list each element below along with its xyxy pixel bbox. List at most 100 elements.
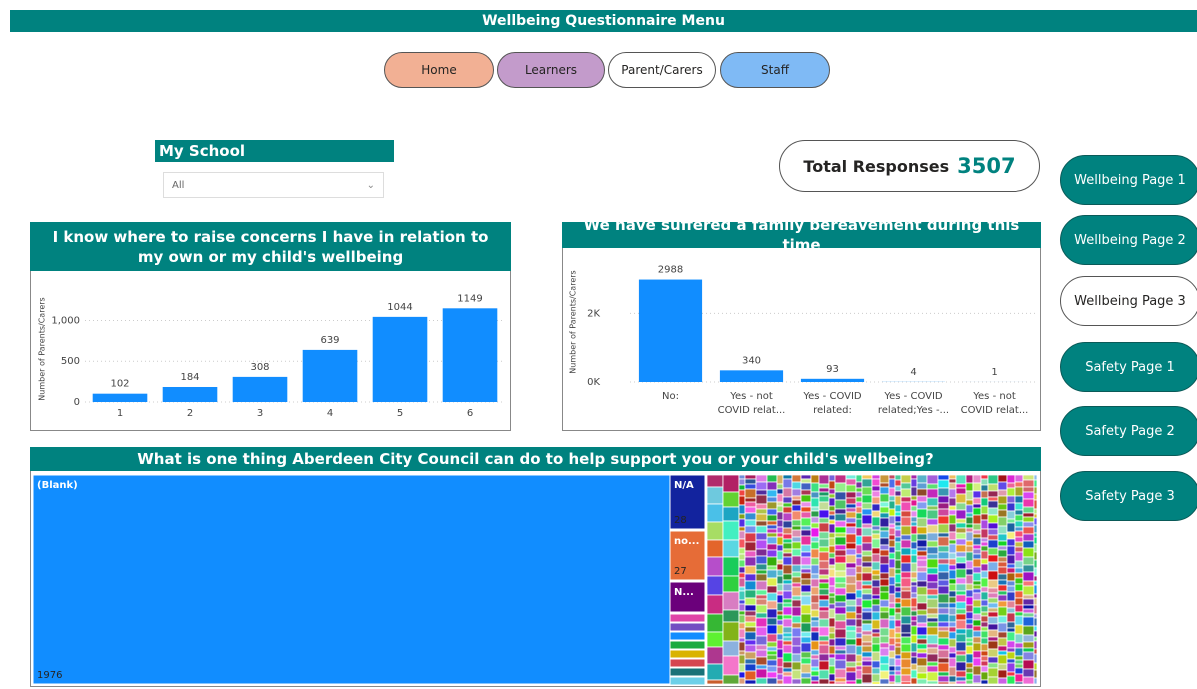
treemap-tile-other	[926, 474, 939, 485]
treemap-tile-other	[894, 479, 902, 487]
treemap-tile-other	[1022, 580, 1035, 587]
treemap-tile-other	[1014, 624, 1024, 635]
treemap-tile-other	[937, 495, 950, 504]
nav-button[interactable]: Parent/Carers	[608, 52, 716, 88]
treemap-tile-other	[776, 639, 784, 650]
treemap-tile-other	[766, 650, 778, 656]
treemap-tile-other	[997, 663, 1008, 671]
side-button[interactable]: Safety Page 2	[1060, 406, 1197, 456]
treemap-tile-other	[810, 626, 820, 633]
treemap-tile-other	[1006, 502, 1016, 512]
treemap-tile-other	[828, 480, 836, 490]
treemap-tile-other	[791, 586, 802, 597]
treemap-tile-other	[871, 474, 881, 480]
treemap-tile-other	[669, 631, 706, 641]
treemap-tile-other	[776, 648, 784, 659]
treemap-tile-other	[894, 573, 902, 584]
treemap-tile-other	[955, 538, 967, 546]
treemap-tile-other	[766, 508, 778, 516]
side-button[interactable]: Wellbeing Page 3	[1060, 276, 1197, 326]
nav-button[interactable]: Staff	[720, 52, 830, 88]
slicer-dropdown[interactable]: All ⌄	[163, 172, 384, 198]
treemap-tile-other	[845, 474, 857, 480]
treemap-tile-other	[1014, 551, 1024, 562]
treemap-tile-other	[965, 474, 974, 484]
treemap-tile-other	[926, 505, 939, 511]
treemap-tile-other	[910, 656, 918, 665]
treemap-tile-other	[997, 677, 1008, 685]
y-tick-label: 0	[74, 397, 80, 408]
treemap-tile-other	[755, 532, 768, 541]
treemap-tile-other	[738, 610, 746, 616]
treemap-tile-other	[900, 623, 912, 634]
treemap-tile-other	[744, 497, 757, 503]
side-button[interactable]: Safety Page 3	[1060, 471, 1197, 521]
treemap-tile-other	[926, 665, 939, 673]
treemap-tile-other	[1014, 590, 1024, 599]
treemap-tile-other	[834, 620, 847, 630]
treemap-tile-other	[861, 584, 873, 590]
treemap-tile-other	[926, 488, 939, 499]
treemap-tile-other	[1014, 667, 1024, 675]
treemap-tile-other	[926, 634, 939, 645]
treemap-tile	[669, 581, 706, 613]
treemap-tile-other	[744, 670, 757, 681]
treemap-tile-other	[879, 606, 890, 613]
treemap-tile-other	[937, 558, 950, 565]
treemap-tile-other	[871, 478, 881, 487]
treemap-tile-other	[955, 483, 967, 489]
treemap-tile-other	[980, 558, 989, 565]
treemap-tile-other	[791, 481, 802, 490]
side-button[interactable]: Wellbeing Page 1	[1060, 155, 1197, 205]
treemap-tile-other	[972, 548, 982, 555]
treemap-tile-other	[972, 636, 982, 644]
treemap-tile-other	[955, 628, 967, 635]
treemap-tile-other	[1022, 659, 1035, 670]
treemap-tile-other	[926, 617, 939, 623]
treemap-tile-other	[926, 588, 939, 596]
treemap-tile-other	[916, 501, 928, 510]
treemap-tile-other	[871, 503, 881, 512]
treemap-tile-other	[894, 646, 902, 656]
treemap-tile-other	[1006, 487, 1016, 497]
treemap-tile-other	[861, 508, 873, 516]
treemap-tile-other	[910, 669, 918, 679]
nav-button[interactable]: Learners	[497, 52, 605, 88]
treemap-tile-other	[722, 575, 740, 593]
treemap-tile-other	[910, 606, 918, 612]
side-button[interactable]: Safety Page 1	[1060, 342, 1197, 392]
treemap-tile-other	[965, 611, 974, 620]
treemap-tile-other	[879, 647, 890, 657]
treemap-tile-other	[810, 578, 820, 588]
treemap-tile-other	[1006, 651, 1016, 660]
treemap-tile-other	[861, 634, 873, 643]
treemap-tile-other	[744, 597, 757, 606]
treemap-tile-other	[937, 593, 950, 604]
treemap-tile-other	[910, 597, 918, 608]
treemap-tile-other	[744, 651, 757, 660]
treemap-tile-other	[894, 511, 902, 517]
treemap-tile-other	[980, 626, 989, 632]
treemap-tile-other	[791, 499, 802, 506]
treemap-tile-other	[948, 578, 957, 585]
treemap-tile-other	[980, 679, 989, 685]
treemap-tile-other	[972, 588, 982, 594]
side-button[interactable]: Wellbeing Page 2	[1060, 215, 1197, 265]
treemap-tile-other	[861, 630, 873, 636]
treemap-tile-other	[755, 598, 768, 606]
treemap-tile-other	[791, 595, 802, 601]
treemap-tile-other	[845, 542, 857, 550]
treemap-tile-other	[948, 621, 957, 628]
treemap-tile-other	[871, 516, 881, 527]
treemap-tile-other	[669, 622, 706, 632]
treemap-tile-other	[980, 599, 989, 607]
treemap-tile-other	[782, 602, 793, 608]
nav-button[interactable]: Home	[384, 52, 494, 88]
treemap-tile-other	[776, 624, 784, 635]
treemap-tile-other	[894, 612, 902, 621]
treemap-tile-other	[888, 681, 896, 685]
treemap-tile-other	[738, 566, 746, 574]
treemap-tile-other	[855, 645, 863, 656]
treemap-tile-other	[810, 491, 820, 499]
treemap-tile-other	[1033, 559, 1038, 569]
